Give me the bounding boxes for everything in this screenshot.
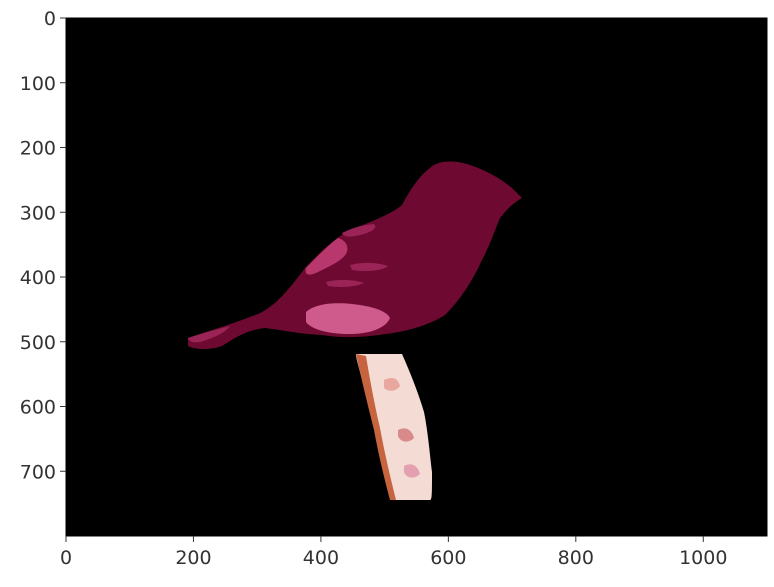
y-tick-label: 700 [20, 461, 56, 483]
perch-texture-1 [384, 378, 400, 391]
y-tick-label: 200 [20, 138, 56, 160]
y-tick-label: 400 [20, 267, 56, 289]
perch-branch-shape [356, 354, 432, 500]
y-tick-label: 500 [20, 332, 56, 354]
x-tick-label: 1000 [679, 547, 727, 569]
x-axis: 0 200 400 600 800 1000 [60, 536, 727, 569]
segmented-perch [356, 354, 432, 500]
y-tick-label: 100 [20, 73, 56, 95]
bird-wing-highlight [305, 238, 348, 275]
bird-wing-streak-1 [342, 224, 376, 237]
perch-texture-2 [398, 428, 414, 442]
y-tick-label: 300 [20, 202, 56, 224]
x-tick-label: 800 [558, 547, 594, 569]
y-tick-label: 600 [20, 397, 56, 419]
x-tick-label: 400 [303, 547, 339, 569]
bird-wing-streak-2 [350, 262, 388, 271]
perch-texture-3 [404, 464, 420, 478]
bird-belly-patch [306, 303, 390, 334]
x-tick-label: 600 [430, 547, 466, 569]
segmented-bird [188, 161, 522, 349]
perch-shadow-left [356, 354, 396, 500]
x-tick-label: 200 [175, 547, 211, 569]
plot-area [65, 17, 768, 537]
y-tick-label: 0 [44, 8, 56, 30]
bird-wing-streak-3 [326, 279, 364, 287]
x-tick-label: 0 [60, 547, 72, 569]
bird-tail-edge [188, 326, 230, 343]
bird-body-shape [188, 161, 522, 349]
y-axis: 0 100 200 300 400 500 600 700 [20, 8, 66, 483]
